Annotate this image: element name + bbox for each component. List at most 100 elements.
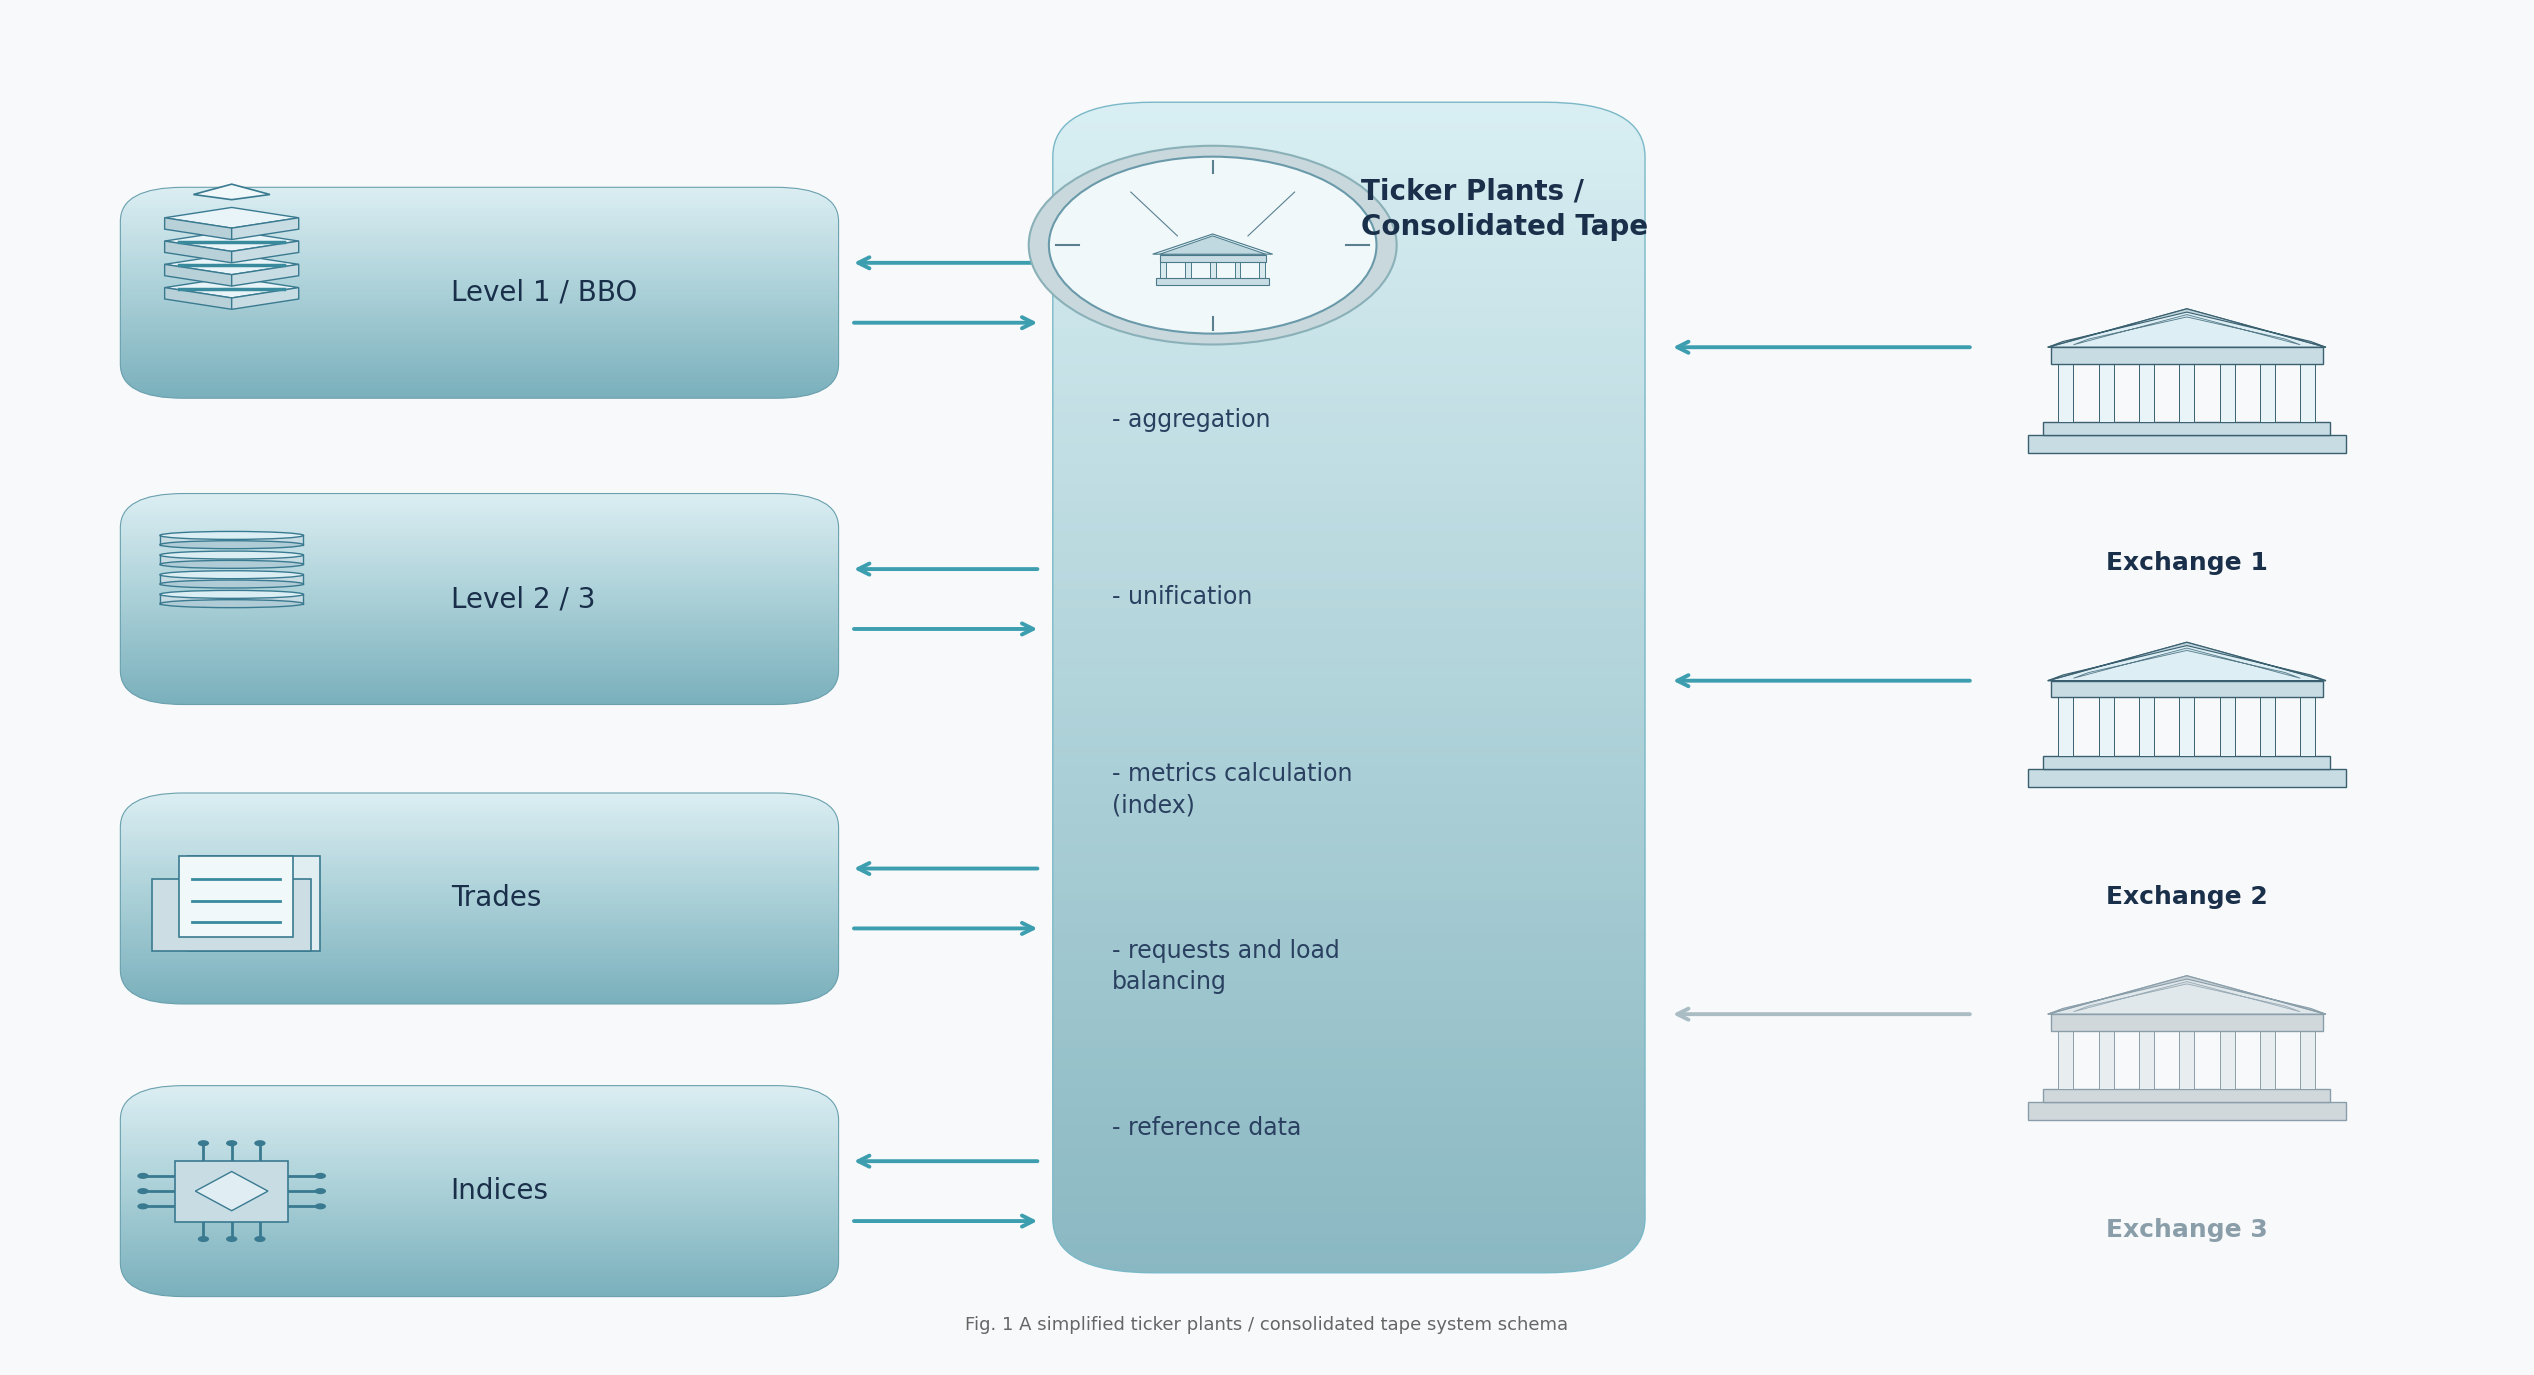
Bar — [119, 1151, 839, 1154]
Bar — [1052, 472, 1645, 483]
Text: Exchange 1: Exchange 1 — [2106, 551, 2268, 575]
Bar — [119, 905, 839, 909]
Bar — [119, 236, 839, 241]
Circle shape — [137, 1173, 150, 1178]
Bar — [119, 826, 839, 830]
Bar — [119, 1272, 839, 1276]
Bar — [119, 700, 839, 704]
Bar — [1052, 336, 1645, 346]
Bar — [1052, 627, 1645, 639]
Bar — [119, 896, 839, 901]
Bar — [119, 503, 839, 507]
Bar — [1052, 598, 1645, 609]
Ellipse shape — [160, 571, 304, 579]
Bar — [119, 208, 839, 210]
Bar — [119, 1085, 839, 1088]
Bar — [1052, 140, 1645, 151]
Bar — [1052, 1194, 1645, 1204]
Bar — [1052, 1251, 1645, 1264]
Bar — [1052, 939, 1645, 952]
Bar — [119, 590, 839, 594]
Bar — [119, 246, 839, 250]
Bar — [1052, 617, 1645, 628]
Circle shape — [137, 1188, 150, 1194]
Bar — [119, 956, 839, 960]
Bar — [2050, 681, 2324, 697]
Bar — [119, 604, 839, 606]
Bar — [119, 682, 839, 686]
Bar — [119, 842, 839, 846]
Bar — [119, 1000, 839, 1004]
Bar — [119, 1253, 839, 1257]
Bar — [119, 241, 839, 245]
Bar — [119, 392, 839, 396]
Circle shape — [314, 1188, 327, 1194]
Bar — [119, 693, 839, 697]
Circle shape — [198, 1236, 210, 1242]
Bar — [119, 953, 839, 957]
Bar — [119, 918, 839, 923]
Bar — [119, 876, 839, 880]
Bar — [119, 688, 839, 692]
Bar — [119, 1195, 839, 1199]
Bar — [119, 252, 839, 256]
Bar — [1052, 1213, 1645, 1224]
Bar — [1052, 160, 1645, 170]
Bar — [119, 212, 839, 216]
Bar — [119, 268, 839, 272]
Bar — [119, 323, 839, 327]
Bar — [1052, 1106, 1645, 1116]
Bar — [1156, 278, 1270, 286]
Bar — [119, 191, 839, 195]
Bar — [1052, 705, 1645, 716]
Bar — [119, 294, 839, 298]
Bar — [1052, 784, 1645, 795]
Polygon shape — [1153, 234, 1272, 254]
Bar — [119, 312, 839, 316]
Bar — [119, 910, 839, 914]
Bar — [119, 1182, 839, 1185]
Bar — [119, 286, 839, 290]
Bar — [119, 378, 839, 382]
Bar — [119, 249, 839, 253]
Bar — [1052, 1008, 1645, 1019]
Bar — [119, 363, 839, 367]
Bar — [1052, 657, 1645, 668]
Bar — [1052, 364, 1645, 375]
Bar — [119, 214, 839, 219]
Bar — [180, 855, 294, 936]
Polygon shape — [231, 287, 299, 309]
Bar — [119, 202, 839, 206]
Bar — [119, 368, 839, 371]
Polygon shape — [193, 184, 271, 199]
Text: - reference data: - reference data — [1112, 1116, 1302, 1140]
Bar — [1052, 355, 1645, 366]
Text: Trades: Trades — [451, 884, 542, 913]
Bar — [119, 234, 839, 238]
Bar — [2058, 1030, 2073, 1089]
Bar — [119, 1140, 839, 1144]
Bar — [119, 913, 839, 917]
Bar — [1052, 608, 1645, 619]
Bar — [119, 690, 839, 694]
Bar — [119, 945, 839, 949]
Bar — [119, 521, 839, 525]
Bar — [119, 1163, 839, 1167]
Bar — [1052, 286, 1645, 297]
Bar — [119, 650, 839, 654]
Ellipse shape — [160, 561, 304, 568]
Bar — [119, 587, 839, 591]
Ellipse shape — [160, 540, 304, 549]
Polygon shape — [165, 241, 231, 263]
Bar — [119, 936, 839, 941]
Ellipse shape — [160, 600, 304, 608]
Bar — [119, 1203, 839, 1207]
Bar — [119, 1226, 839, 1231]
Bar — [119, 648, 839, 652]
Bar — [1052, 774, 1645, 785]
Bar — [119, 1198, 839, 1202]
Bar — [119, 844, 839, 848]
Bar — [119, 902, 839, 906]
Bar — [119, 302, 839, 307]
Bar — [119, 243, 839, 248]
